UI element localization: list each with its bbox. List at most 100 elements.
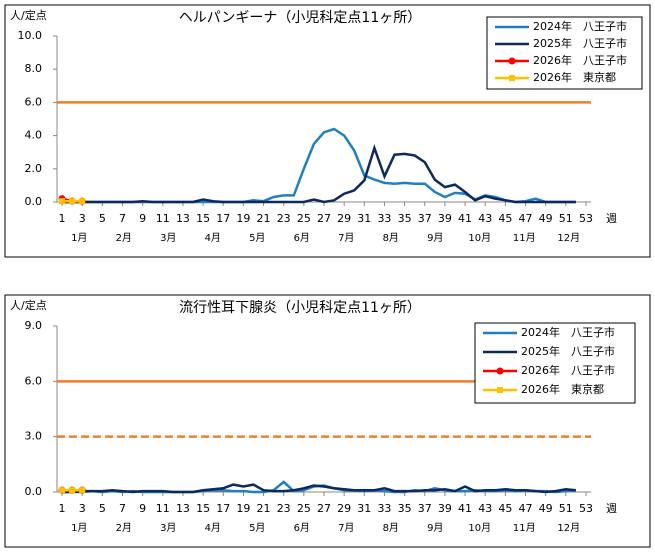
- x-tick-label: 41: [458, 212, 472, 225]
- x-tick-label: 25: [297, 502, 311, 515]
- x-tick-label: 31: [357, 212, 371, 225]
- month-label: 12月: [557, 232, 580, 244]
- y-axis-label: 人/定点: [10, 8, 47, 22]
- x-tick-label: 15: [196, 502, 210, 515]
- legend-marker: [497, 387, 503, 393]
- month-label: 12月: [557, 522, 580, 534]
- month-label: 11月: [513, 232, 536, 244]
- x-tick-label: 23: [277, 502, 291, 515]
- x-tick-label: 9: [139, 212, 146, 225]
- x-tick-label: 15: [196, 212, 210, 225]
- x-tick-label: 29: [337, 502, 351, 515]
- month-label: 4月: [205, 232, 221, 244]
- legend-label: 2026年 八王子市: [521, 363, 615, 377]
- month-label: 4月: [205, 522, 221, 534]
- x-tick-label: 13: [176, 502, 190, 515]
- x-tick-label: 33: [377, 212, 391, 225]
- y-axis-label: 人/定点: [10, 298, 47, 312]
- x-tick-label: 49: [539, 502, 553, 515]
- y-tick-label: 6.0: [25, 95, 43, 108]
- x-tick-label: 37: [418, 212, 432, 225]
- month-label: 10月: [468, 522, 491, 534]
- x-tick-label: 1: [59, 212, 66, 225]
- x-tick-label: 19: [236, 502, 250, 515]
- y-tick-label: 0.0: [25, 485, 43, 498]
- month-label: 3月: [160, 232, 176, 244]
- y-tick-label: 3.0: [25, 430, 43, 443]
- x-tick-label: 29: [337, 212, 351, 225]
- x-tick-label: 41: [458, 502, 472, 515]
- x-tick-label: 51: [559, 212, 573, 225]
- x-tick-label: 23: [277, 212, 291, 225]
- x-tick-label: 37: [418, 502, 432, 515]
- x-tick-label: 39: [438, 502, 452, 515]
- x-tick-label: 33: [377, 502, 391, 515]
- month-label: 9月: [427, 522, 443, 534]
- legend-label: 2024年 八王子市: [521, 325, 615, 339]
- month-label: 7月: [338, 522, 354, 534]
- x-tick-label: 45: [498, 212, 512, 225]
- x-tick-label: 51: [559, 502, 573, 515]
- x-tick-label: 27: [317, 212, 331, 225]
- y-tick-label: 0.0: [25, 195, 43, 208]
- x-tick-label: 35: [398, 212, 412, 225]
- chart-title: 流行性耳下腺炎（小児科定点11ヶ所）: [179, 300, 421, 316]
- x-tick-label: 39: [438, 212, 452, 225]
- x-tick-label: 17: [216, 502, 230, 515]
- point: [79, 487, 86, 494]
- month-label: 2月: [116, 522, 132, 534]
- panel: [4, 294, 651, 548]
- month-label: 9月: [427, 232, 443, 244]
- y-tick-label: 6.0: [25, 374, 43, 387]
- month-label: 8月: [383, 522, 399, 534]
- x-tick-label: 27: [317, 502, 331, 515]
- y-tick-label: 4.0: [25, 129, 43, 142]
- legend-label: 2026年 東京都: [521, 382, 604, 396]
- x-tick-label: 53: [579, 212, 593, 225]
- x-axis-label: 週: [606, 212, 617, 225]
- chart-title: ヘルパンギーナ（小児科定点11ヶ所）: [179, 10, 422, 26]
- x-tick-label: 11: [156, 212, 170, 225]
- month-label: 7月: [338, 232, 354, 244]
- legend-marker: [508, 57, 516, 65]
- month-label: 5月: [249, 232, 265, 244]
- series-line: [62, 144, 576, 204]
- x-tick-label: 3: [79, 212, 86, 225]
- month-label: 1月: [71, 522, 87, 534]
- x-tick-label: 35: [398, 502, 412, 515]
- x-tick-label: 43: [478, 502, 492, 515]
- x-tick-label: 5: [99, 212, 106, 225]
- x-tick-label: 19: [236, 212, 250, 225]
- x-tick-label: 11: [156, 502, 170, 515]
- x-tick-label: 47: [519, 502, 533, 515]
- y-tick-label: 2.0: [25, 162, 43, 175]
- month-label: 1月: [71, 232, 87, 244]
- legend-label: 2025年 八王子市: [533, 36, 627, 50]
- x-tick-label: 31: [357, 502, 371, 515]
- point: [59, 487, 66, 494]
- panel: [4, 4, 651, 258]
- x-tick-label: 53: [579, 502, 593, 515]
- month-label: 6月: [294, 232, 310, 244]
- month-label: 6月: [294, 522, 310, 534]
- point: [69, 198, 76, 205]
- x-tick-label: 7: [119, 502, 126, 515]
- x-tick-label: 49: [539, 212, 553, 225]
- x-tick-label: 21: [257, 502, 271, 515]
- x-tick-label: 9: [139, 502, 146, 515]
- y-tick-label: 9.0: [25, 319, 43, 332]
- point: [59, 198, 66, 205]
- point: [79, 198, 86, 205]
- x-tick-label: 1: [59, 502, 66, 515]
- month-label: 5月: [249, 522, 265, 534]
- x-tick-label: 3: [79, 502, 86, 515]
- legend-label: 2025年 八王子市: [521, 344, 615, 358]
- legend-label: 2026年 東京都: [533, 70, 616, 84]
- x-tick-label: 21: [257, 212, 271, 225]
- x-axis-label: 週: [606, 502, 617, 515]
- point: [69, 487, 76, 494]
- x-tick-label: 13: [176, 212, 190, 225]
- series-line: [62, 127, 576, 204]
- legend-marker: [496, 367, 504, 375]
